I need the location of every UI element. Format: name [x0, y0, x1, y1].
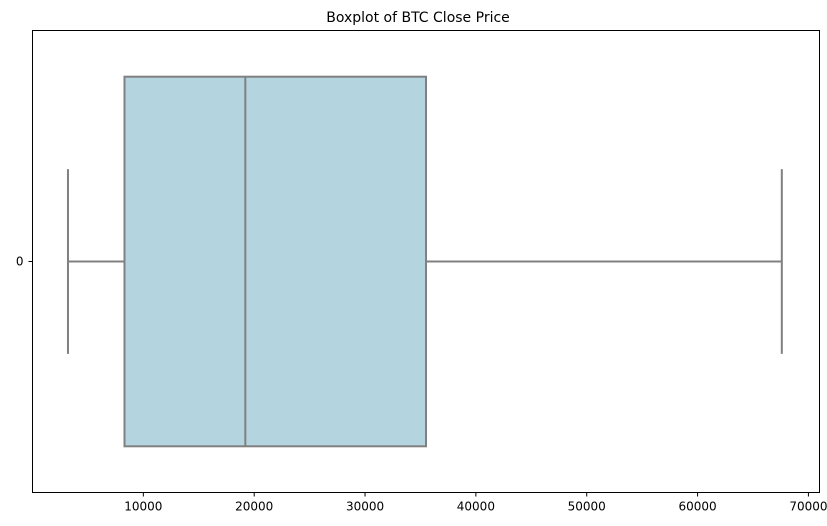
x-tick-label: 60000	[678, 500, 716, 514]
x-tick-label: 70000	[789, 500, 827, 514]
iqr-box	[123, 75, 428, 448]
y-tick-label: 0	[16, 255, 24, 269]
x-tick-label: 40000	[457, 500, 495, 514]
x-tick-label: 50000	[568, 500, 606, 514]
x-axis: 10000 20000 30000 40000 50000 60000 70000	[124, 492, 827, 514]
chart-title: Boxplot of BTC Close Price	[326, 10, 510, 26]
x-tick-label: 30000	[346, 500, 384, 514]
x-tick-label: 20000	[235, 500, 273, 514]
y-axis: 0	[16, 255, 33, 269]
x-tick-label: 10000	[124, 500, 162, 514]
boxplot-marks	[66, 75, 783, 448]
